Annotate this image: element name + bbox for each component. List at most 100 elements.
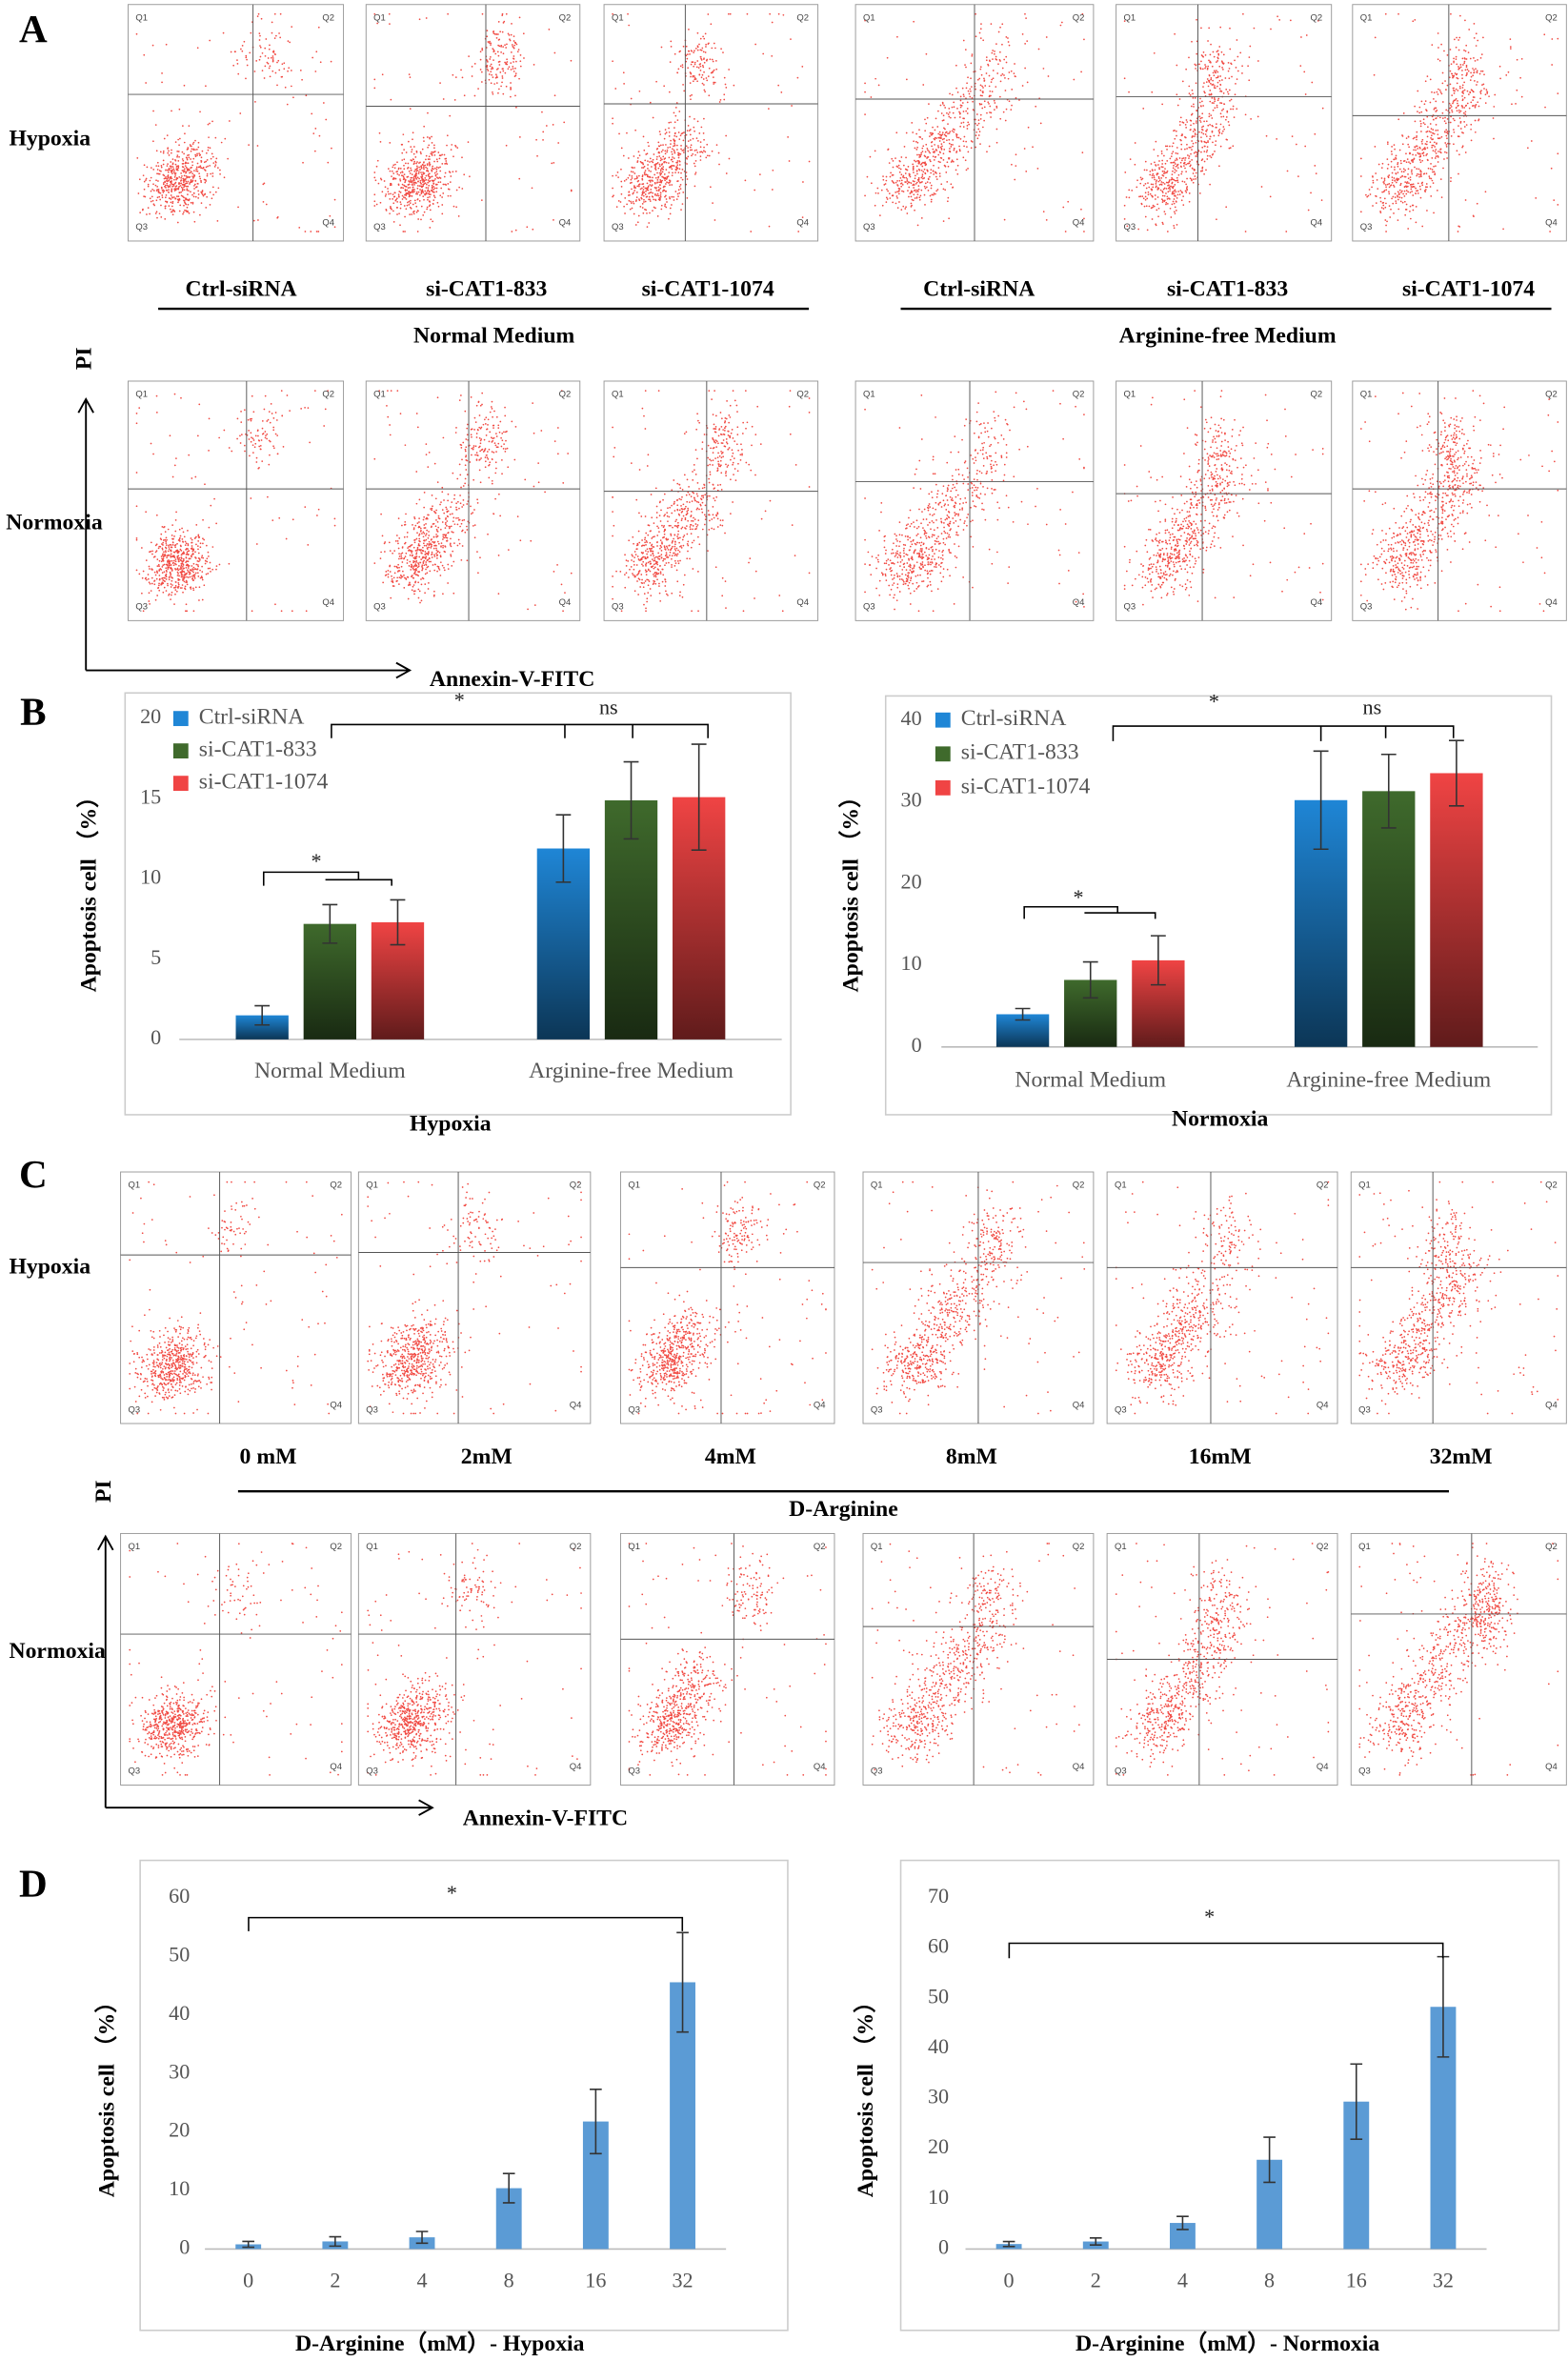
legend-swatch <box>172 776 189 792</box>
y-tick-label: 5 <box>151 945 161 969</box>
error-bar <box>390 898 406 946</box>
legend-label: si-CAT1-833 <box>961 740 1079 765</box>
y-axis-label: Apoptosis cell （%） <box>837 785 863 992</box>
quadrant-label: Q1 <box>1124 12 1136 23</box>
x-tick-label: 0 <box>1004 2268 1015 2291</box>
y-tick-label: 20 <box>901 869 922 893</box>
y-tick-label: 10 <box>901 951 922 975</box>
quadrant-label: Q4 <box>559 217 572 228</box>
quadrant-label: Q2 <box>1073 1542 1085 1552</box>
flow-plot-frame <box>619 1532 835 1786</box>
quadrant-label: Q2 <box>796 12 809 23</box>
quadrant-label: Q1 <box>128 1181 140 1191</box>
flow-plot-frame <box>619 1171 835 1424</box>
quadrant-label: Q2 <box>1073 1181 1085 1191</box>
legend-swatch <box>935 746 951 762</box>
quadrant-label: Q1 <box>1115 1181 1127 1191</box>
quadrant-label: Q1 <box>1360 12 1373 23</box>
y-tick-label: 40 <box>169 2001 190 2025</box>
quadrant-label: Q4 <box>796 597 809 608</box>
quadrant-label: Q4 <box>1545 217 1558 228</box>
error-bar <box>1015 1007 1031 1021</box>
flow-plot-frame <box>365 4 581 242</box>
error-bar <box>1176 2215 1189 2231</box>
quadrant-label: Q2 <box>322 12 334 23</box>
x-tick-label: 32 <box>672 2268 693 2291</box>
quadrant-label: Q4 <box>814 1762 826 1772</box>
error-bar <box>322 903 338 944</box>
quadrant-label: Q3 <box>871 1404 883 1415</box>
axis-arrow <box>97 1534 434 1816</box>
quadrant-label: Q4 <box>322 597 334 608</box>
quadrant-label: Q4 <box>1073 217 1085 228</box>
y-tick-label: 10 <box>928 2185 949 2209</box>
axis-label: Annexin-V-FITC <box>463 1806 628 1830</box>
bar <box>604 800 658 1040</box>
error-bar <box>1082 960 1098 999</box>
column-label: Ctrl-siRNA <box>185 277 296 302</box>
flow-plot-frame <box>365 380 581 621</box>
quadrant-label: Q1 <box>1358 1181 1371 1191</box>
quadrant-label: Q1 <box>366 1542 378 1552</box>
y-tick-label: 0 <box>912 1033 922 1057</box>
quadrant-label: Q3 <box>1115 1766 1127 1777</box>
flow-plot-frame <box>1116 380 1333 621</box>
row-label: Hypoxia <box>9 1255 90 1280</box>
quadrant-label: Q4 <box>322 217 334 228</box>
quadrant-label: Q3 <box>1360 602 1373 613</box>
error-bar <box>1089 2237 1102 2247</box>
quadrant-label: Q2 <box>1073 12 1085 23</box>
x-tick-label: Arginine-free Medium <box>529 1059 734 1083</box>
quadrant-label: Q2 <box>1317 1181 1329 1191</box>
flow-dots <box>129 1181 343 1415</box>
quadrant-label: Q2 <box>1545 12 1558 23</box>
error-bar <box>1350 2063 1363 2140</box>
column-label: si-CAT1-1074 <box>642 277 774 302</box>
flow-plot-frame <box>854 380 1095 621</box>
quadrant-label: Q4 <box>1545 597 1558 608</box>
quadrant-label: Q4 <box>1545 1401 1558 1411</box>
error-bar <box>1002 2240 1015 2248</box>
legend-label: si-CAT1-1074 <box>199 770 329 795</box>
quadrant-label: Q3 <box>1115 1404 1127 1415</box>
x-tick-label: 16 <box>585 2268 606 2291</box>
row-label: Normoxia <box>9 1639 106 1664</box>
error-bar <box>1263 2136 1276 2184</box>
y-tick-label: 0 <box>179 2235 190 2259</box>
column-label: si-CAT1-1074 <box>1402 277 1535 302</box>
y-tick-label: 10 <box>169 2176 190 2200</box>
quadrant-label: Q1 <box>863 390 875 400</box>
quadrant-label: Q2 <box>330 1542 342 1552</box>
y-tick-label: 10 <box>140 865 161 889</box>
significance-bracket <box>1008 1942 1444 1959</box>
quadrant-label: Q1 <box>135 12 148 23</box>
quadrant-label: Q2 <box>1311 12 1323 23</box>
group-label: Arginine-free Medium <box>1119 324 1337 349</box>
axis-label: PI <box>91 1480 116 1503</box>
axis-label: PI <box>72 347 97 370</box>
quadrant-label: Q4 <box>796 217 809 228</box>
flow-dots <box>135 390 336 613</box>
x-tick-label: 2 <box>1091 2268 1101 2291</box>
flow-dots <box>871 1181 1086 1415</box>
y-tick-label: 15 <box>140 784 161 808</box>
flow-plot-frame <box>1106 1171 1338 1424</box>
chart-title: Normoxia <box>1172 1107 1269 1132</box>
y-tick-label: 20 <box>928 2134 949 2158</box>
x-tick-label: 8 <box>1264 2268 1275 2291</box>
quadrant-label: Q1 <box>628 1542 640 1552</box>
column-label: 32mM <box>1430 1444 1493 1469</box>
annotation: * <box>1204 1905 1215 1928</box>
chart-frame <box>124 692 792 1116</box>
annotation: * <box>454 688 465 712</box>
error-bar <box>1150 935 1166 986</box>
y-tick-label: 0 <box>938 2235 949 2259</box>
x-tick-label: 16 <box>1346 2268 1367 2291</box>
flow-dots <box>373 12 573 232</box>
error-bar <box>502 2172 515 2204</box>
x-tick-label: 8 <box>504 2268 514 2291</box>
y-tick-label: 20 <box>169 2118 190 2142</box>
quadrant-label: Q4 <box>1311 217 1323 228</box>
x-axis-label: D-Arginine（mM）- Normoxia <box>1075 2331 1379 2356</box>
quadrant-label: Q2 <box>1073 390 1085 400</box>
